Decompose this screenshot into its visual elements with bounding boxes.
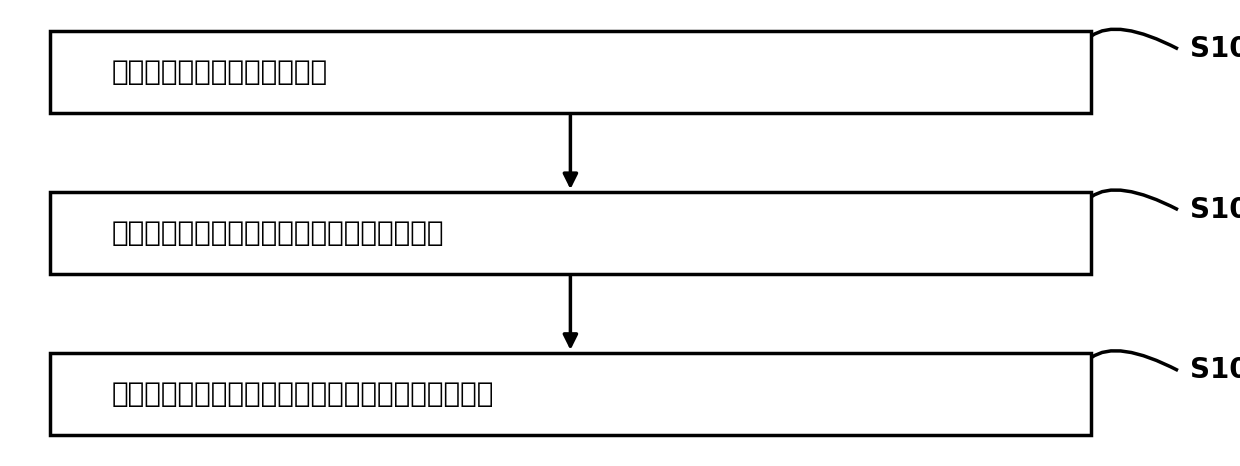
Text: S102: S102 bbox=[1190, 196, 1240, 224]
Text: 若是，调小充电电流至预设电流范围内或者停止充电: 若是，调小充电电流至预设电流范围内或者停止充电 bbox=[112, 380, 494, 408]
Text: 判断所述工作温度是否大于第一预设温度阈值: 判断所述工作温度是否大于第一预设温度阈值 bbox=[112, 219, 444, 247]
Text: S103: S103 bbox=[1190, 356, 1240, 384]
Text: 检测充电枪两端子的工作温度: 检测充电枪两端子的工作温度 bbox=[112, 58, 327, 86]
Bar bbox=[50, 353, 1091, 434]
Text: S101: S101 bbox=[1190, 35, 1240, 63]
Bar bbox=[50, 32, 1091, 113]
Bar bbox=[50, 192, 1091, 274]
